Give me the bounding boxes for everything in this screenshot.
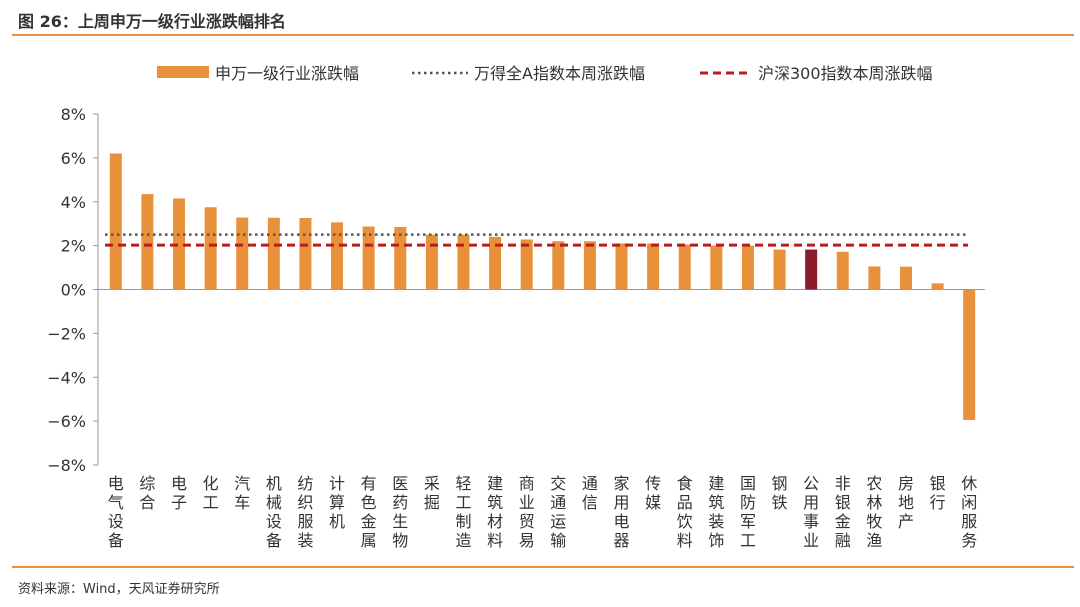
- legend-bar-label: 申万一级行业涨跌幅: [215, 64, 359, 83]
- bar-2: [173, 198, 186, 290]
- bar-8: [362, 226, 375, 290]
- x-axis-labels: 电气设备综合电子化工汽车机械设备纺织服装计算机有色金属医药生物采掘轻工制造建筑材…: [108, 474, 977, 550]
- bar-17: [647, 243, 660, 290]
- bar-19: [710, 245, 723, 290]
- x-label-5: 机械设备: [266, 474, 282, 550]
- x-label-10: 采掘: [424, 474, 440, 512]
- bar-4: [236, 217, 249, 290]
- x-label-3: 化工: [203, 474, 219, 512]
- bar-5: [267, 217, 280, 290]
- bar-22: [805, 249, 818, 290]
- x-label-1: 综合: [139, 474, 155, 512]
- y-tick-label: −4%: [47, 368, 86, 387]
- y-tick-label: −6%: [47, 412, 86, 431]
- bar-15: [583, 241, 596, 290]
- x-label-23: 非银金融: [835, 474, 851, 550]
- legend-bar-swatch: [157, 66, 209, 78]
- bars: [109, 153, 976, 421]
- x-label-14: 交通运输: [550, 474, 566, 550]
- x-label-17: 传媒: [645, 474, 661, 512]
- bar-10: [425, 234, 438, 290]
- reference-lines: [105, 233, 968, 247]
- bar-12: [489, 236, 502, 290]
- y-tick-label: −2%: [47, 324, 86, 343]
- x-label-22: 公用事业: [803, 474, 819, 550]
- x-label-15: 通信: [582, 474, 598, 512]
- bar-3: [204, 207, 217, 290]
- x-label-25: 房地产: [898, 474, 914, 531]
- bar-20: [741, 245, 754, 290]
- legend: 申万一级行业涨跌幅 万得全A指数本周涨跌幅 沪深300指数本周涨跌幅: [157, 64, 933, 83]
- x-label-11: 轻工制造: [455, 474, 471, 550]
- y-tick-label: 2%: [61, 237, 86, 256]
- y-tick-label: 6%: [61, 149, 86, 168]
- bar-16: [615, 243, 628, 290]
- x-label-9: 医药生物: [392, 474, 408, 550]
- x-label-20: 国防军工: [740, 474, 756, 550]
- x-label-6: 纺织服装: [297, 474, 313, 550]
- x-label-18: 食品饮料: [677, 474, 693, 550]
- bar-23: [836, 251, 849, 290]
- bar-26: [931, 283, 944, 290]
- x-label-19: 建筑装饰: [708, 474, 724, 550]
- x-label-7: 计算机: [329, 474, 345, 531]
- x-label-2: 电子: [171, 474, 187, 512]
- bar-27: [963, 289, 976, 421]
- bar-13: [520, 239, 533, 290]
- bar-21: [773, 249, 786, 290]
- bar-6: [299, 217, 312, 290]
- x-label-27: 休闲服务: [961, 474, 977, 550]
- bar-18: [678, 244, 691, 290]
- legend-wind-label: 万得全A指数本周涨跌幅: [474, 64, 645, 83]
- x-label-24: 农林牧渔: [866, 474, 882, 550]
- bar-9: [394, 226, 407, 290]
- bar-11: [457, 234, 470, 290]
- top-divider: [12, 34, 1074, 36]
- legend-hs300-label: 沪深300指数本周涨跌幅: [758, 64, 933, 83]
- bottom-divider: [12, 566, 1074, 568]
- y-tick-label: 4%: [61, 193, 86, 212]
- bar-24: [868, 266, 881, 290]
- x-label-12: 建筑材料: [487, 474, 503, 550]
- bar-0: [109, 153, 122, 290]
- bar-1: [141, 194, 154, 290]
- y-tick-label: 0%: [61, 281, 86, 300]
- y-tick-label: 8%: [61, 105, 86, 124]
- source-note: 资料来源：Wind，天风证券研究所: [18, 582, 220, 597]
- x-label-4: 汽车: [234, 474, 250, 512]
- x-label-13: 商业贸易: [519, 474, 535, 550]
- x-label-21: 钢铁: [772, 474, 788, 512]
- bar-14: [552, 241, 565, 290]
- x-label-16: 家用电器: [614, 474, 630, 550]
- x-label-0: 电气设备: [108, 474, 124, 550]
- y-axis: 8% 6% 4% 2% 0% −2% −4% −6% −8%: [47, 105, 985, 475]
- x-label-8: 有色金属: [361, 474, 377, 550]
- x-label-26: 银行: [930, 474, 946, 512]
- figure-title: 图 26：上周申万一级行业涨跌幅排名: [18, 12, 286, 31]
- y-tick-label: −8%: [47, 456, 86, 475]
- bar-25: [899, 266, 912, 290]
- bar-7: [331, 222, 344, 290]
